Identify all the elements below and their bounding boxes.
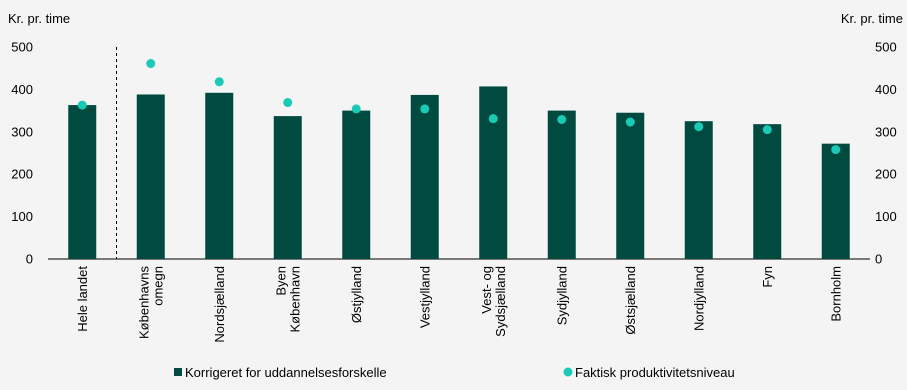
data-point	[420, 104, 430, 114]
legend-label-bar: Korrigeret for uddannelsesforskelle	[185, 365, 387, 380]
x-tick-label-line: Bornholm	[828, 266, 843, 322]
y-axis-title-left: Kr. pr. time	[8, 11, 70, 26]
y-tick-label-right: 0	[875, 252, 882, 267]
y-tick-label-left: 300	[11, 124, 33, 139]
data-point	[283, 98, 293, 108]
x-tick-label-line: Byen	[273, 266, 288, 296]
x-tick-label-line: Sydjylland	[554, 266, 569, 325]
y-tick-label-right: 500	[875, 40, 897, 55]
y-tick-label-left: 400	[11, 82, 33, 97]
y-tick-label-right: 400	[875, 82, 897, 97]
x-tick-label: Nordsjælland	[212, 266, 227, 343]
bar	[68, 105, 97, 259]
bar	[821, 143, 850, 259]
x-tick-label: ByenKøbenhavn	[273, 266, 302, 333]
bar	[684, 121, 713, 259]
x-tick-label: Østsjælland	[623, 266, 638, 335]
x-tick-label-line: omegn	[150, 266, 165, 306]
x-tick-label: Vest- ogSydsjælland	[479, 266, 508, 337]
x-tick-label-line: Østsjælland	[623, 266, 638, 335]
bar	[547, 110, 576, 259]
data-point	[146, 59, 156, 69]
legend-swatch-dot	[563, 367, 573, 377]
data-point	[214, 77, 224, 87]
x-tick-label-line: Nordjylland	[691, 266, 706, 331]
bar	[136, 94, 165, 259]
x-tick-label: Fyn	[760, 266, 775, 288]
x-tick-label-line: Vest- og	[479, 266, 494, 314]
data-point	[557, 115, 567, 125]
x-tick-label-line: Østjylland	[349, 266, 364, 323]
data-point	[77, 100, 87, 110]
y-tick-label-left: 200	[11, 167, 33, 182]
x-tick-label-line: Nordsjælland	[212, 266, 227, 343]
x-tick-label: Vestjylland	[417, 266, 432, 328]
y-tick-label-right: 200	[875, 167, 897, 182]
x-tick-label-line: Sydsjælland	[493, 266, 508, 337]
x-tick-label: Bornholm	[828, 266, 843, 322]
x-tick-label: Hele landet	[75, 266, 90, 332]
y-tick-label-left: 100	[11, 209, 33, 224]
legend-label-dot: Faktisk produktivitetsniveau	[575, 365, 735, 380]
x-tick-label: Sydjylland	[554, 266, 569, 325]
y-tick-label-left: 500	[11, 40, 33, 55]
x-tick-label-line: København	[287, 266, 302, 333]
y-tick-label-right: 100	[875, 209, 897, 224]
x-tick-label-line: Vestjylland	[417, 266, 432, 328]
data-point	[351, 104, 361, 114]
x-tick-label: Københavnsomegn	[136, 266, 165, 339]
x-tick-label: Nordjylland	[691, 266, 706, 331]
bar	[410, 94, 439, 259]
bar	[273, 116, 302, 259]
y-tick-label-right: 300	[875, 124, 897, 139]
bar	[479, 86, 508, 259]
bar	[616, 112, 645, 259]
data-point	[831, 145, 841, 155]
x-tick-label-line: Fyn	[760, 266, 775, 288]
data-point	[488, 114, 498, 124]
y-axis-title-right: Kr. pr. time	[841, 11, 903, 26]
data-point	[694, 122, 704, 132]
bar	[342, 110, 371, 259]
bar	[205, 92, 234, 260]
x-tick-label-line: Hele landet	[75, 266, 90, 332]
x-tick-label: Østjylland	[349, 266, 364, 323]
y-tick-label-left: 0	[26, 252, 33, 267]
x-tick-label-line: Københavns	[136, 266, 151, 339]
bar	[753, 124, 782, 259]
data-point	[762, 125, 772, 135]
legend-swatch-bar	[174, 368, 182, 376]
data-point	[625, 117, 635, 127]
